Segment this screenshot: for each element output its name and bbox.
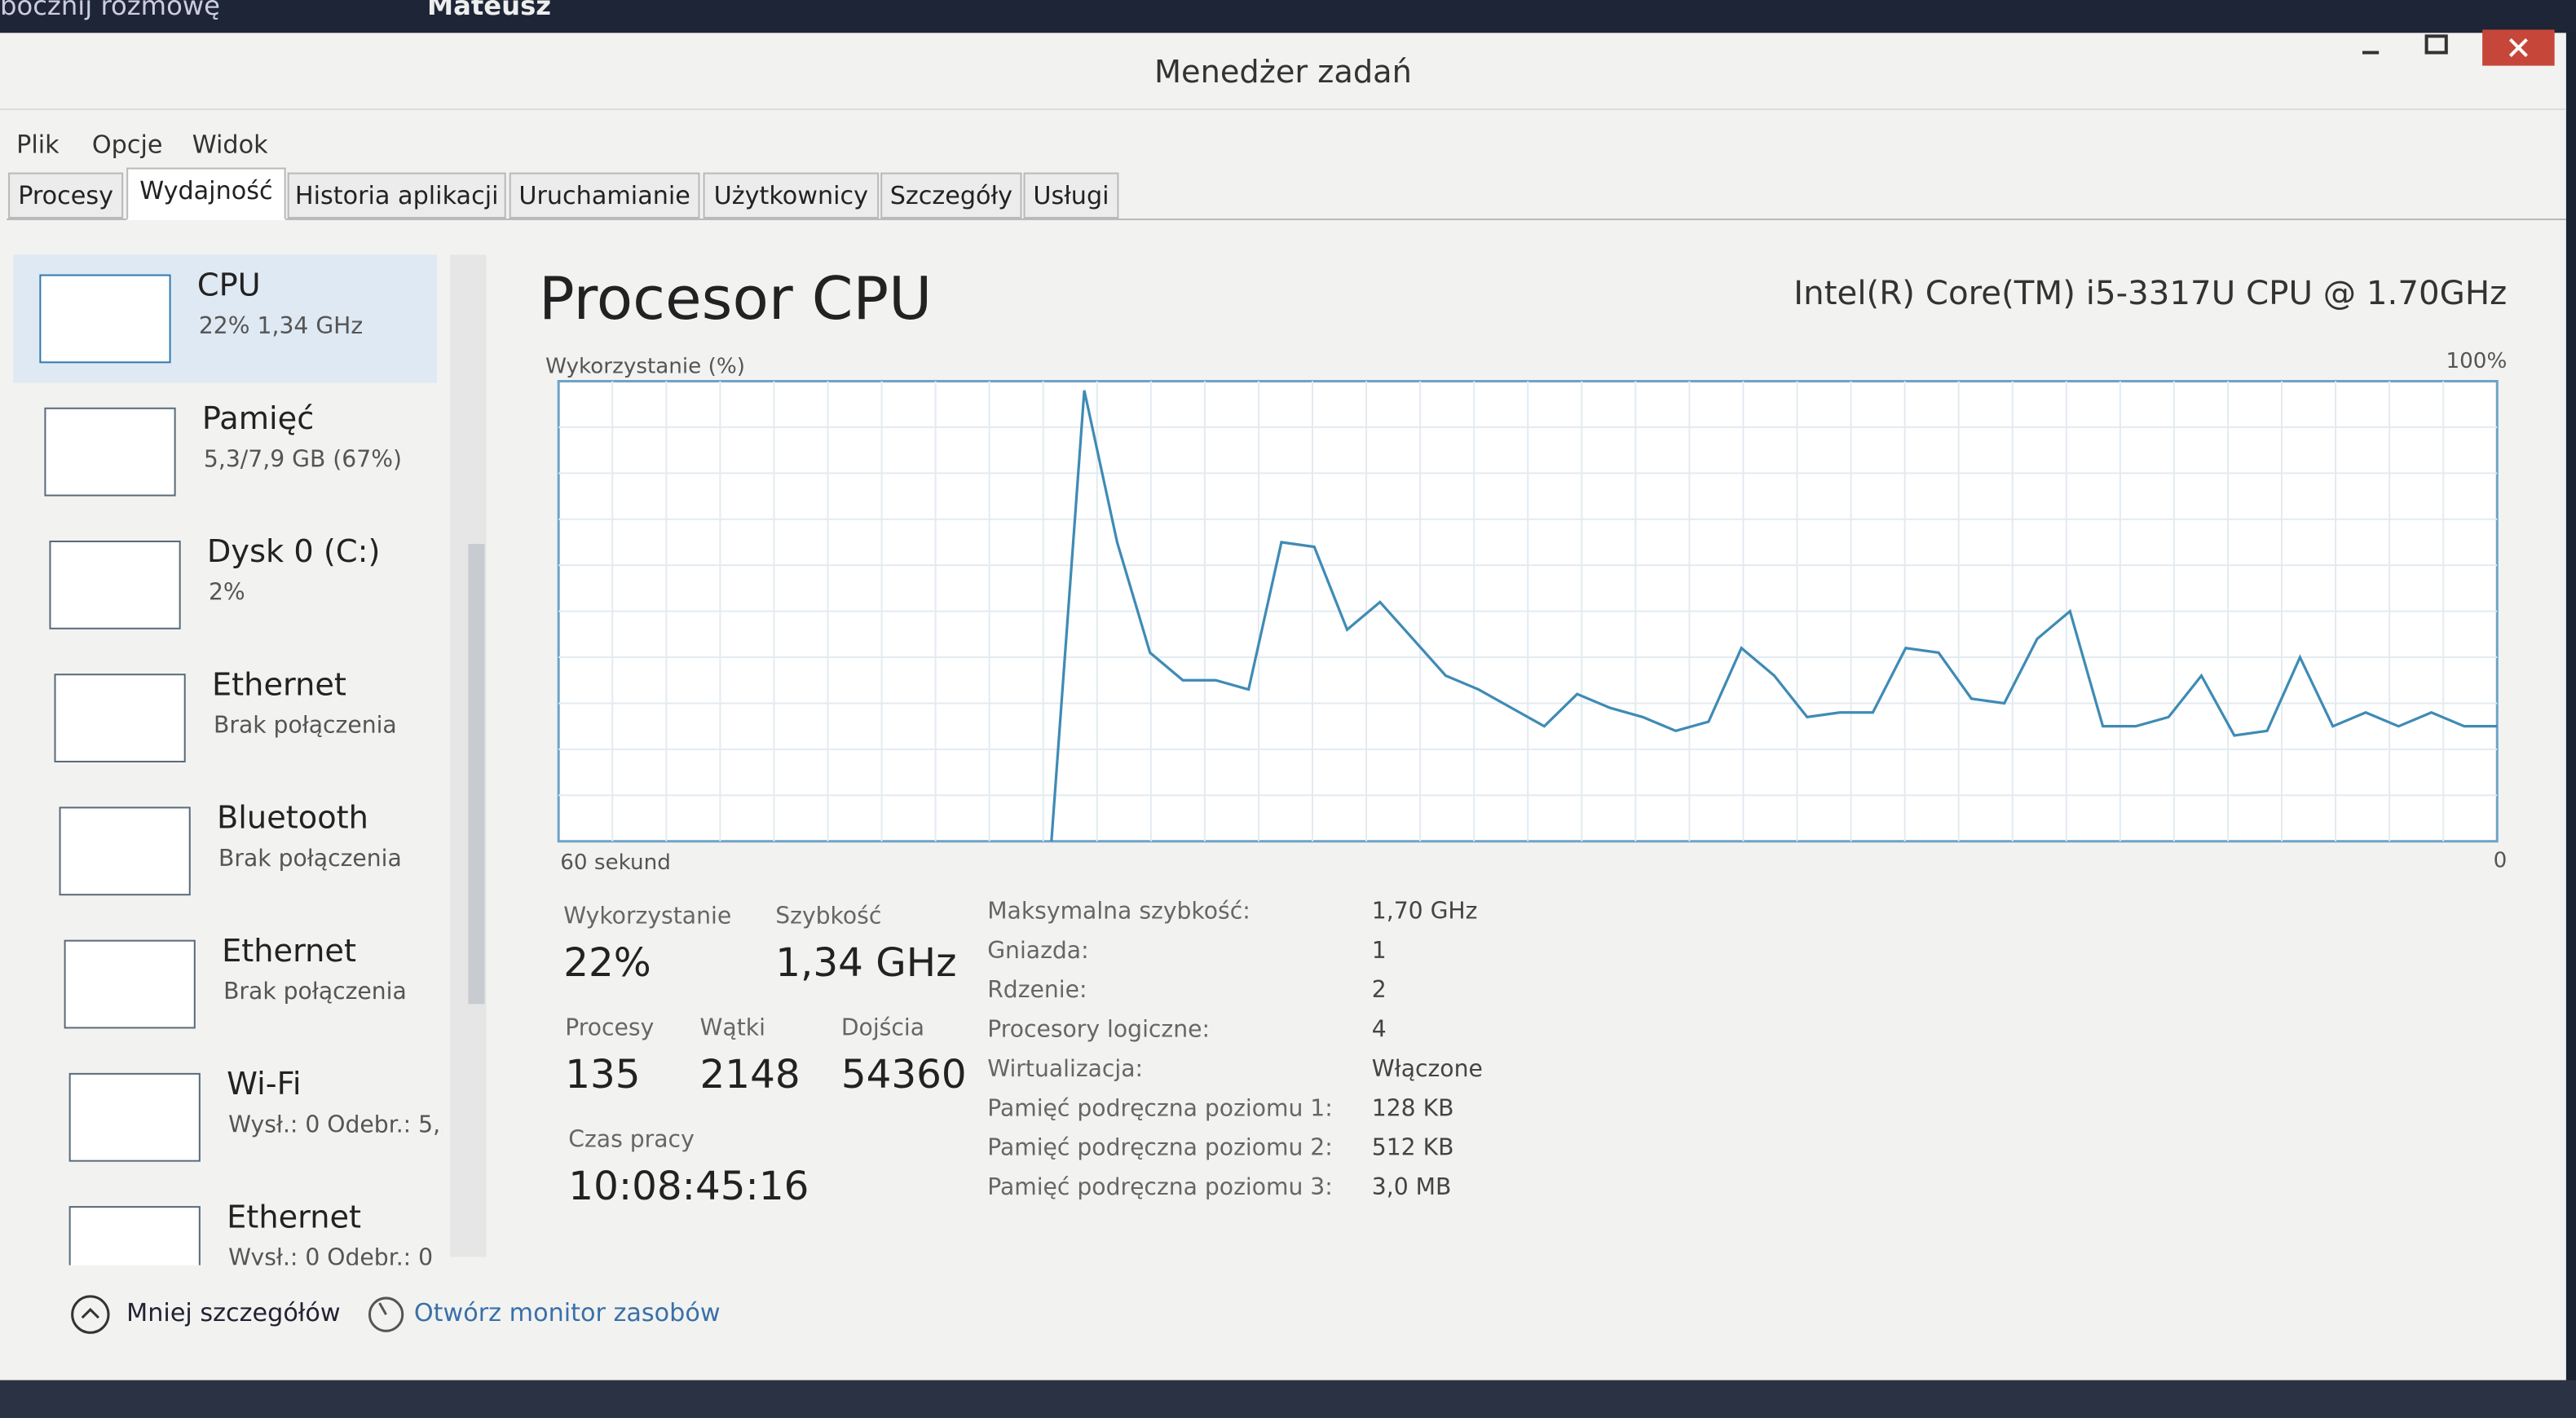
sidebar-item[interactable]: Dysk 0 (C:) 2% [13,521,437,649]
item-name: Ethernet [211,667,346,704]
item-name: Ethernet [227,1199,362,1236]
spec-label: Rdzenie: [987,977,1087,1005]
graph-y-label: Wykorzystanie (%) [545,355,745,380]
item-name: Wi-Fi [227,1066,302,1103]
tab[interactable]: Usługi [1023,172,1119,219]
item-detail: Wysł.: 0 Odebr.: 5,3 K [228,1112,442,1139]
close-icon [2508,38,2528,57]
taskbar-bottom [0,1380,2576,1418]
sidebar-item[interactable]: CPU 22% 1,34 GHz [13,254,438,383]
stat-value: 54360 [840,1051,967,1098]
tab[interactable]: Uruchamianie [509,172,700,219]
item-thumbnail [54,674,186,763]
y-tick-label: 100% [2446,349,2507,373]
item-detail: 22% 1,34 GHz [198,313,364,341]
sidebar-item[interactable]: Wi-Fi Wysł.: 0 Odebr.: 5,3 K [13,1054,442,1182]
sidebar-item[interactable]: Ethernet Wysł.: 0 Odebr.: 0 Kb [13,1186,442,1266]
item-thumbnail [39,274,171,364]
sidebar-item[interactable]: Ethernet Brak połączenia [13,920,437,1048]
tab[interactable]: Szczegóły [880,172,1022,219]
spec-value: 2 [1371,977,1387,1005]
spec-label: Gniazda: [987,938,1089,965]
item-detail: Brak połączenia [213,713,397,740]
item-thumbnail [44,407,176,497]
spec-label: Pamięć podręczna poziomu 3: [987,1174,1333,1202]
maximize[interactable] [2424,34,2448,55]
stat-value: 22% [563,939,651,987]
stat-value: 10:08:45:16 [568,1163,809,1210]
stat-value: 1,34 GHz [775,939,957,987]
spec-value: 512 KB [1371,1135,1454,1162]
resource-monitor-link[interactable]: Otwórz monitor zasobów [413,1297,721,1328]
menu-item[interactable]: Opcje [91,130,163,160]
item-detail: Brak połączenia [218,846,402,873]
item-name: Ethernet [222,933,357,970]
taskbar-text: bocznij rozmowę [0,0,221,22]
y-tick-label: 0 [2494,848,2508,872]
item-name: CPU [196,267,261,304]
item-thumbnail [59,806,191,896]
spec-value: 128 KB [1371,1096,1454,1123]
item-name: Pamięć [201,400,315,438]
sidebar-item[interactable]: Bluetooth Brak połączenia [13,787,437,915]
sidebar-item[interactable]: Ethernet Brak połączenia [13,654,437,782]
stat-label: Czas pracy [568,1127,695,1154]
tab-border [7,219,2566,221]
stat-label: Procesy [565,1015,655,1042]
tab[interactable]: Użytkownicy [703,172,880,219]
item-detail: 2% [208,580,245,607]
spec-label: Maksymalna szybkość: [987,899,1251,925]
window-title: Menedżer zadań [1154,54,1412,91]
window-controls[interactable] [2341,29,2555,68]
item-thumbnail [49,540,181,629]
tab[interactable]: Wydajność [126,167,286,221]
scrollbar[interactable] [450,254,487,1257]
item-thumbnail [68,1072,201,1162]
panel-title: Procesor CPU [539,266,933,334]
stat-value: 2148 [699,1051,801,1098]
sidebar-item[interactable]: Pamięć 5,3/7,9 GB (67%) [13,388,437,516]
cpu-model: Intel(R) Core(TM) i5-3317U CPU @ 1.70GHz [1793,272,2508,312]
tab[interactable]: Procesy [8,172,124,219]
item-thumbnail [64,939,196,1029]
cpu-usage-line [1050,390,2498,842]
stat-label: Wątki [699,1015,765,1042]
monitor-icon[interactable] [364,1293,407,1336]
menu-item[interactable]: Plik [16,130,60,160]
spec-value: 3,0 MB [1371,1174,1452,1202]
spec-value: 1 [1371,938,1387,965]
spec-label: Pamięć podręczna poziomu 1: [987,1096,1333,1123]
divider [0,108,2566,111]
taskbar-user: Mateusz [426,0,552,22]
stat-value: 135 [565,1051,641,1098]
item-detail: Wysł.: 0 Odebr.: 0 Kb [228,1245,442,1266]
item-detail: 5,3/7,9 GB (67%) [203,447,403,474]
spec-value: Włączone [1371,1056,1483,1083]
stat-label: Dojścia [840,1015,925,1042]
stat-label: Wykorzystanie [563,903,732,930]
spec-value: 4 [1371,1017,1387,1044]
item-detail: Brak połączenia [223,978,407,1006]
spec-label: Pamięć podręczna poziomu 2: [987,1135,1333,1162]
tab[interactable]: Historia aplikacji [287,172,506,219]
sidebar: CPU 22% 1,34 GHz Pamięć 5,3/7,9 GB (67%) Dys… [13,246,506,1266]
taskbar-top [0,0,2576,33]
scroll-thumb[interactable] [468,543,485,1005]
graph-x-label: 60 sekund [560,850,671,877]
spec-value: 1,70 GHz [1371,899,1478,925]
item-thumbnail [68,1206,201,1266]
item-name: Bluetooth [217,800,368,837]
menu-item[interactable]: Widok [192,130,268,160]
stat-label: Szybkość [775,903,882,930]
cpu-graph: 0 100% [557,349,2508,872]
less-icon[interactable] [69,1293,112,1336]
item-name: Dysk 0 (C:) [206,533,381,571]
spec-label: Wirtualizacja: [987,1056,1144,1083]
less-details[interactable]: Mniej szczegółów [126,1297,341,1328]
spec-label: Procesory logiczne: [987,1017,1210,1044]
